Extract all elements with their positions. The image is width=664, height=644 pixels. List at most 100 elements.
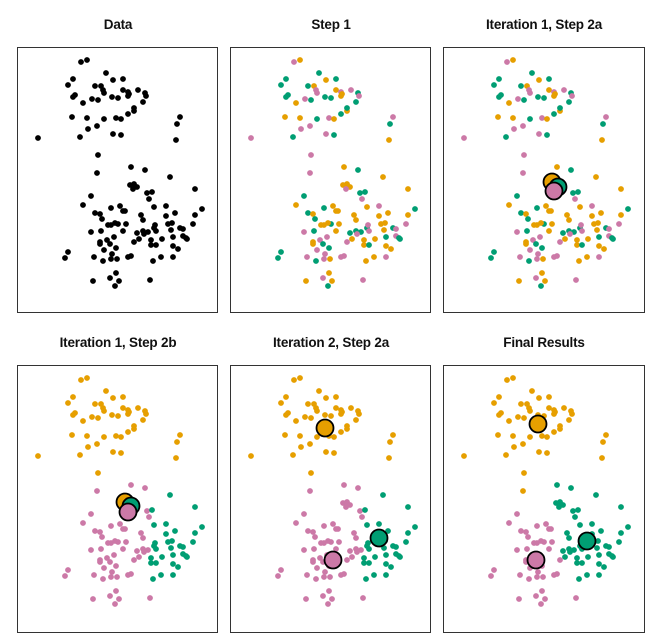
data-point <box>173 137 179 143</box>
data-point <box>305 210 311 216</box>
data-point <box>134 230 140 236</box>
plot-panel <box>17 365 218 633</box>
data-point <box>533 593 539 599</box>
data-point <box>383 234 389 240</box>
data-point <box>88 193 94 199</box>
data-point <box>112 538 118 544</box>
data-point <box>363 576 369 582</box>
data-point <box>115 413 121 419</box>
data-point <box>524 228 530 234</box>
data-point <box>594 227 600 233</box>
data-point <box>366 560 372 566</box>
data-point <box>333 394 339 400</box>
data-point <box>516 278 522 284</box>
data-point <box>343 504 349 510</box>
data-point <box>278 567 284 573</box>
data-point <box>114 574 120 580</box>
data-point <box>557 423 563 429</box>
data-point <box>308 152 314 158</box>
data-point <box>593 492 599 498</box>
data-point <box>316 70 322 76</box>
data-point <box>151 522 157 528</box>
plot-panel <box>443 365 645 633</box>
data-point <box>576 258 582 264</box>
data-point <box>515 414 521 420</box>
data-point <box>170 572 176 578</box>
data-point <box>117 521 123 527</box>
data-point <box>94 488 100 494</box>
data-point <box>529 388 535 394</box>
data-point <box>488 573 494 579</box>
centroid-marker <box>315 418 335 438</box>
data-point <box>405 186 411 192</box>
data-point <box>579 228 585 234</box>
data-point <box>495 114 501 120</box>
data-point <box>333 228 339 234</box>
data-point <box>316 388 322 394</box>
data-point <box>348 87 354 93</box>
data-point <box>552 409 558 415</box>
data-point <box>101 247 107 253</box>
data-point <box>192 186 198 192</box>
data-point <box>386 455 392 461</box>
data-point <box>110 77 116 83</box>
data-point <box>567 549 573 555</box>
data-point <box>322 94 328 100</box>
data-point <box>62 573 68 579</box>
data-point <box>574 242 580 248</box>
data-point <box>354 231 360 237</box>
data-point <box>503 134 509 140</box>
data-point <box>322 569 328 575</box>
data-point <box>376 521 382 527</box>
data-point <box>107 593 113 599</box>
data-point <box>312 534 318 540</box>
data-point <box>366 228 372 234</box>
data-point <box>496 394 502 400</box>
data-point <box>112 283 118 289</box>
data-point <box>120 76 126 82</box>
data-point <box>491 400 497 406</box>
data-point <box>314 434 320 440</box>
data-point <box>109 94 115 100</box>
data-point <box>329 596 335 602</box>
data-point <box>344 557 350 563</box>
data-point <box>307 441 313 447</box>
data-point <box>606 544 612 550</box>
data-point <box>325 283 331 289</box>
data-point <box>336 221 342 227</box>
data-point <box>603 432 609 438</box>
data-point <box>562 554 568 560</box>
data-point <box>546 546 552 552</box>
data-point <box>317 237 323 243</box>
data-point <box>112 220 118 226</box>
data-point <box>596 243 602 249</box>
data-point <box>35 135 41 141</box>
data-point <box>378 221 384 227</box>
centroid-marker <box>528 414 548 434</box>
data-point <box>538 601 544 607</box>
data-point <box>143 93 149 99</box>
data-point <box>167 174 173 180</box>
data-point <box>341 164 347 170</box>
data-point <box>310 241 316 247</box>
data-point <box>146 196 152 202</box>
data-point <box>88 229 94 235</box>
data-point <box>131 557 137 563</box>
data-point <box>570 190 576 196</box>
data-point <box>564 212 570 218</box>
data-point <box>167 492 173 498</box>
data-point <box>108 523 114 529</box>
data-point <box>90 278 96 284</box>
data-point <box>518 401 524 407</box>
data-point <box>140 99 146 105</box>
data-point <box>589 203 595 209</box>
data-point <box>536 131 542 137</box>
data-point <box>152 540 158 546</box>
plot-panel <box>443 47 645 313</box>
centroid-marker <box>526 550 546 570</box>
data-point <box>108 256 114 262</box>
data-point <box>504 59 510 65</box>
data-point <box>546 228 552 234</box>
data-point <box>285 92 291 98</box>
data-point <box>326 245 332 251</box>
